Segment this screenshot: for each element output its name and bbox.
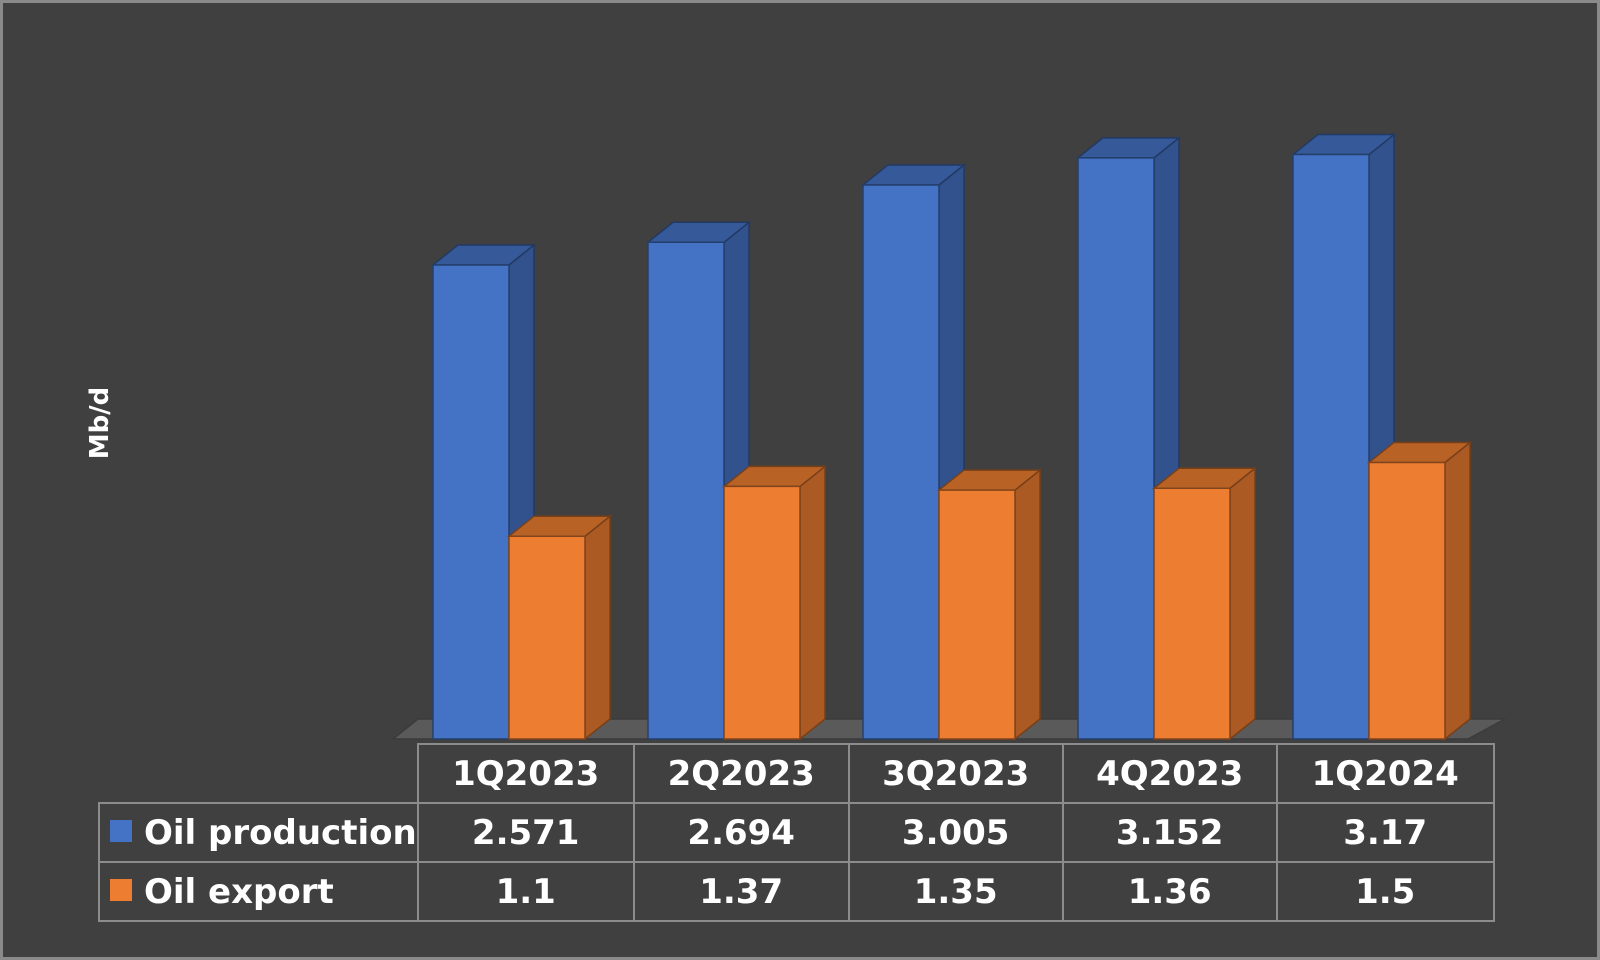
bar-side [1229,466,1256,741]
data-label: 1.5 [1275,861,1495,922]
bar-side [799,464,826,741]
bar-export-3Q2023 [936,468,1043,741]
bar-front [508,535,586,740]
bar-export-1Q2024 [1366,440,1473,741]
series-name: Oil export [144,871,334,912]
category-label: 1Q2024 [1275,743,1495,804]
legend-entry-export: Oil export [98,861,419,922]
legend-swatch-production [110,820,132,842]
data-label: 2.694 [632,802,850,863]
data-label: 3.17 [1275,802,1495,863]
bar-front [1077,157,1155,740]
bar-export-1Q2023 [506,514,613,741]
data-label: 1.36 [1061,861,1278,922]
category-label: 3Q2023 [847,743,1064,804]
category-label: 1Q2023 [416,743,635,804]
category-label: 4Q2023 [1061,743,1278,804]
bar-export-2Q2023 [721,464,828,741]
data-label: 3.005 [847,802,1064,863]
y-axis-label: Mb/d [85,386,115,460]
bar-front [938,489,1016,740]
bar-front [647,241,725,740]
data-label: 3.152 [1061,802,1278,863]
series-row-production: Oil production 2.571 2.694 3.005 3.152 3… [98,802,1495,863]
bar-front [1368,461,1446,740]
bar-front [432,264,510,740]
chart-plot [390,132,1506,741]
bar-front [723,485,801,740]
series-row-export: Oil export 1.1 1.37 1.35 1.36 1.5 [98,861,1495,922]
bar-side [1444,440,1471,741]
data-label: 1.37 [632,861,850,922]
series-name: Oil production [144,812,417,853]
bar-front [1153,487,1231,740]
data-label: 2.571 [416,802,635,863]
table-corner [99,744,419,804]
data-table: 1Q2023 2Q2023 3Q2023 4Q2023 1Q2024 Oil p… [98,743,1495,922]
category-row: 1Q2023 2Q2023 3Q2023 4Q2023 1Q2024 [99,743,1495,804]
bar-side [1014,468,1041,741]
data-label: 1.1 [416,861,635,922]
legend-swatch-export [110,879,132,901]
bar-front [1292,153,1370,740]
category-label: 2Q2023 [632,743,850,804]
bar-side [584,514,611,741]
legend-entry-production: Oil production [98,802,419,863]
bar-front [862,184,940,740]
data-label: 1.35 [847,861,1064,922]
bar-export-4Q2023 [1151,466,1258,741]
